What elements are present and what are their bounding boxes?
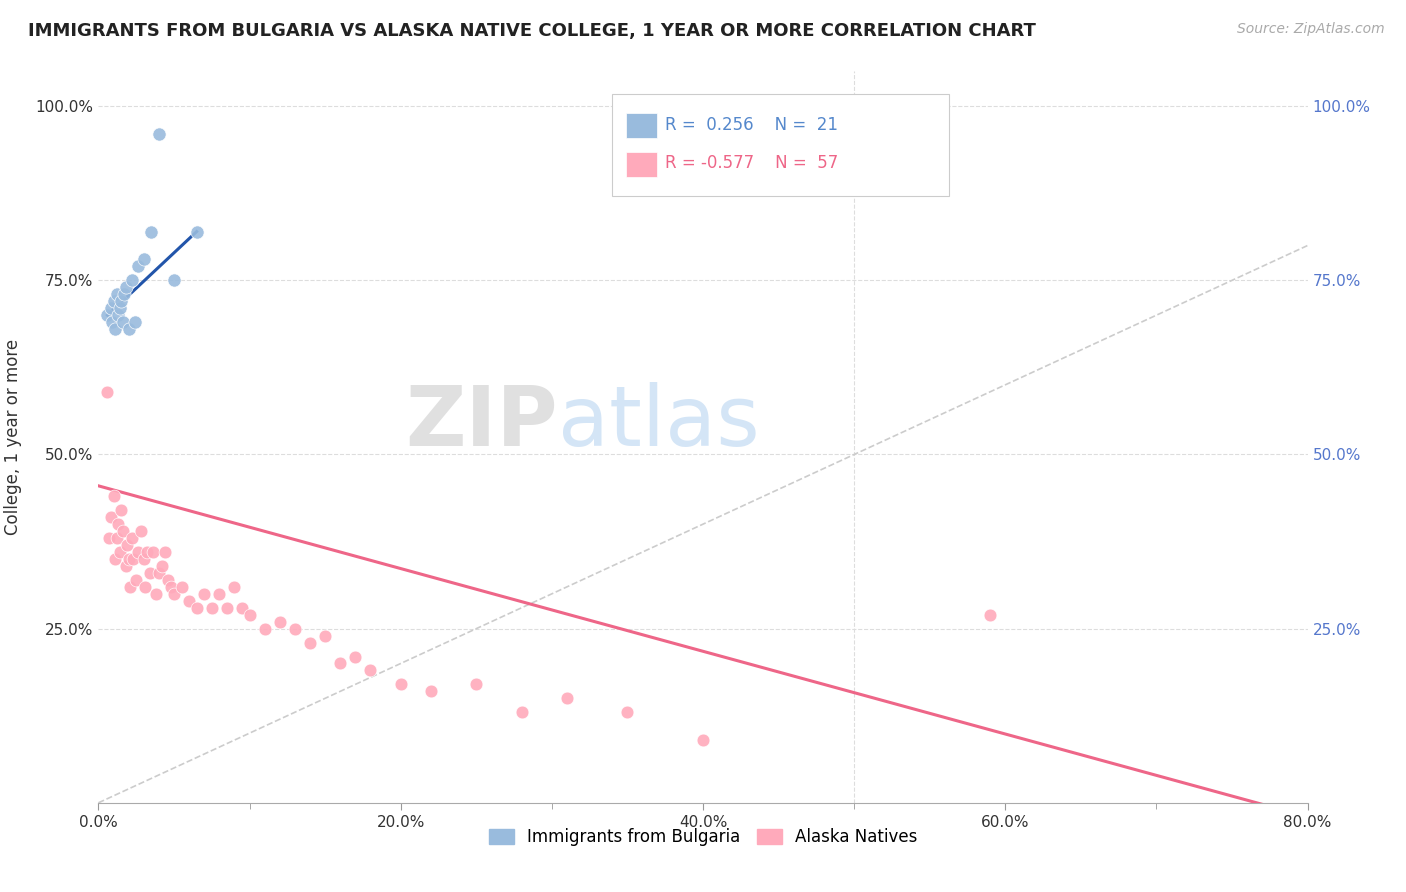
Point <box>156 573 179 587</box>
Point <box>150 558 173 573</box>
Text: ZIP: ZIP <box>405 382 558 463</box>
Text: Source: ZipAtlas.com: Source: ZipAtlas.com <box>1237 22 1385 37</box>
Point <box>100 301 122 316</box>
Point <box>132 552 155 566</box>
Point <box>979 607 1001 622</box>
Text: IMMIGRANTS FROM BULGARIA VS ALASKA NATIVE COLLEGE, 1 YEAR OR MORE CORRELATION CH: IMMIGRANTS FROM BULGARIA VS ALASKA NATIV… <box>28 22 1036 40</box>
Point <box>224 580 246 594</box>
Point <box>104 552 127 566</box>
Point <box>127 260 149 274</box>
Text: R =  0.256    N =  21: R = 0.256 N = 21 <box>665 116 838 134</box>
Point <box>692 733 714 747</box>
Point <box>118 322 141 336</box>
Point <box>135 545 157 559</box>
Point <box>145 587 167 601</box>
Point <box>132 252 155 267</box>
Point <box>100 510 122 524</box>
Point <box>125 573 148 587</box>
Point <box>104 322 127 336</box>
Point <box>127 545 149 559</box>
Point <box>231 600 253 615</box>
Point <box>96 308 118 322</box>
Point <box>170 580 193 594</box>
Point <box>389 677 412 691</box>
Point <box>148 566 170 580</box>
Point <box>121 273 143 287</box>
Point <box>148 127 170 141</box>
Point <box>555 691 578 706</box>
Point <box>107 308 129 322</box>
Point <box>110 294 132 309</box>
Point <box>179 594 201 608</box>
Y-axis label: College, 1 year or more: College, 1 year or more <box>4 339 21 535</box>
Point <box>344 649 367 664</box>
Point <box>284 622 307 636</box>
Point <box>115 538 138 552</box>
Point <box>186 225 208 239</box>
Point <box>110 503 132 517</box>
Point <box>215 600 238 615</box>
Point <box>129 524 152 538</box>
Point <box>121 531 143 545</box>
Point <box>153 545 176 559</box>
Point <box>141 225 163 239</box>
Point <box>616 705 638 719</box>
Point <box>208 587 231 601</box>
Point <box>299 635 322 649</box>
Point <box>111 524 134 538</box>
Text: atlas: atlas <box>558 382 759 463</box>
Point <box>103 294 125 309</box>
Point <box>269 615 291 629</box>
Point <box>160 580 183 594</box>
Point <box>96 384 118 399</box>
Point <box>139 566 162 580</box>
Point <box>186 600 208 615</box>
Point <box>105 287 128 301</box>
Text: R = -0.577    N =  57: R = -0.577 N = 57 <box>665 154 838 172</box>
Point <box>111 315 134 329</box>
Point <box>124 315 146 329</box>
Point <box>239 607 262 622</box>
Point <box>118 552 141 566</box>
Point <box>163 587 186 601</box>
Legend: Immigrants from Bulgaria, Alaska Natives: Immigrants from Bulgaria, Alaska Natives <box>482 822 924 853</box>
Point <box>120 580 142 594</box>
Point <box>420 684 443 698</box>
Point <box>201 600 224 615</box>
Point <box>465 677 488 691</box>
Point <box>103 489 125 503</box>
Point <box>108 301 131 316</box>
Point <box>134 580 156 594</box>
Point <box>193 587 215 601</box>
Point <box>107 517 129 532</box>
Point <box>105 531 128 545</box>
Point <box>253 622 276 636</box>
Point <box>114 558 136 573</box>
Point <box>122 552 145 566</box>
Point <box>101 315 124 329</box>
Point <box>329 657 352 671</box>
Point <box>114 280 136 294</box>
Point <box>360 664 382 678</box>
Point <box>98 531 121 545</box>
Point <box>510 705 533 719</box>
Point <box>163 273 186 287</box>
Point <box>112 287 135 301</box>
Point <box>142 545 165 559</box>
Point <box>314 629 336 643</box>
Point <box>108 545 131 559</box>
